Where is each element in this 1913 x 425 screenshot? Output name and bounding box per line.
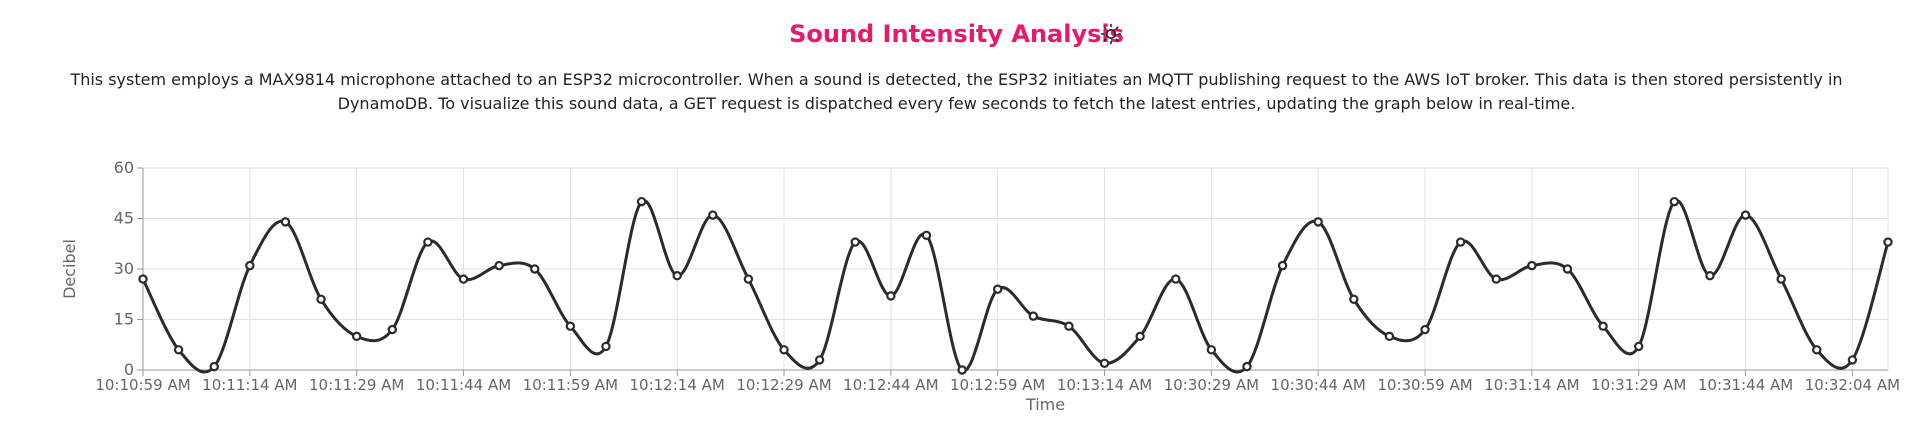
data-point bbox=[1527, 260, 1537, 271]
y-tick-label: 30 bbox=[114, 259, 134, 278]
x-tick-label: 10:12:44 AM bbox=[843, 376, 938, 394]
y-tick-label: 15 bbox=[114, 310, 134, 329]
data-point bbox=[1099, 358, 1110, 368]
data-point bbox=[636, 196, 647, 207]
data-point bbox=[423, 237, 433, 247]
x-tick-label: 10:31:29 AM bbox=[1591, 376, 1686, 394]
data-point bbox=[1171, 274, 1181, 284]
data-point bbox=[1847, 355, 1858, 365]
chart-container: 0 15 30 45 60 10:10:59 AM 10:11:14 AM 10:11:29… bbox=[0, 150, 1913, 420]
data-point bbox=[779, 345, 789, 355]
data-point bbox=[138, 274, 148, 284]
data-point bbox=[387, 324, 397, 335]
header: Sound Intensity Analysis bbox=[0, 14, 1913, 54]
data-point bbox=[1420, 324, 1430, 335]
data-point bbox=[1491, 274, 1501, 284]
data-point bbox=[1313, 217, 1323, 227]
description: This system employs a MAX9814 microphone… bbox=[70, 70, 1843, 113]
data-point bbox=[1028, 311, 1039, 321]
axes bbox=[137, 167, 1888, 376]
x-tick-label: 10:30:44 AM bbox=[1271, 376, 1366, 394]
data-point bbox=[173, 345, 184, 355]
data-point bbox=[1277, 260, 1288, 271]
data-point bbox=[672, 271, 682, 281]
grid bbox=[142, 167, 1889, 371]
data-point bbox=[992, 284, 1003, 294]
data-point bbox=[458, 274, 469, 284]
data-point bbox=[1705, 271, 1715, 281]
data-point bbox=[921, 230, 932, 241]
data-point bbox=[743, 274, 754, 284]
series-line bbox=[141, 199, 1890, 374]
x-axis-label: Time bbox=[1025, 395, 1065, 414]
y-axis-label: Decibel bbox=[60, 239, 79, 299]
sound-intensity-chart: 0 15 30 45 60 10:10:59 AM 10:11:14 AM 10:11:29… bbox=[60, 158, 1900, 414]
data-point bbox=[351, 331, 362, 342]
data-point bbox=[886, 291, 896, 301]
data-point bbox=[316, 294, 326, 304]
data-point bbox=[1562, 264, 1573, 274]
page-title: Sound Intensity Analysis bbox=[0, 14, 1913, 54]
data-point bbox=[1883, 237, 1893, 247]
data-point bbox=[280, 217, 291, 227]
x-tick-label: 10:31:14 AM bbox=[1484, 376, 1579, 394]
x-tick-label: 10:11:29 AM bbox=[309, 376, 404, 394]
x-tick-label: 10:30:29 AM bbox=[1164, 376, 1259, 394]
data-point bbox=[1776, 274, 1786, 284]
x-tick-label: 10:11:59 AM bbox=[523, 376, 618, 394]
y-tick-label: 60 bbox=[114, 158, 134, 177]
data-points bbox=[138, 196, 1893, 375]
data-point bbox=[850, 237, 860, 247]
y-tick-label: 45 bbox=[114, 209, 134, 228]
data-point bbox=[1206, 345, 1217, 355]
x-tick-label: 10:11:14 AM bbox=[202, 376, 297, 394]
x-tick-label: 10:11:44 AM bbox=[416, 376, 511, 394]
data-point bbox=[1634, 341, 1644, 352]
sun-icon bbox=[1100, 23, 1122, 45]
y-tick-label: 0 bbox=[124, 360, 134, 379]
data-point bbox=[957, 365, 967, 375]
x-tick-label: 10:32:04 AM bbox=[1805, 376, 1900, 394]
data-point bbox=[1598, 321, 1608, 331]
x-tick-labels: 10:10:59 AM 10:11:14 AM 10:11:29 AM 10:11:4… bbox=[95, 376, 1900, 394]
data-point bbox=[1242, 361, 1252, 372]
data-point bbox=[1384, 331, 1395, 342]
data-point bbox=[565, 321, 576, 331]
data-point bbox=[245, 260, 255, 271]
data-point bbox=[1455, 237, 1466, 247]
x-tick-label: 10:12:14 AM bbox=[630, 376, 725, 394]
x-tick-label: 10:12:59 AM bbox=[950, 376, 1045, 394]
x-tick-label: 10:30:59 AM bbox=[1377, 376, 1472, 394]
data-point bbox=[1135, 331, 1145, 342]
data-point bbox=[708, 210, 718, 220]
data-point bbox=[1740, 210, 1751, 220]
data-point bbox=[530, 264, 540, 274]
x-tick-label: 10:31:44 AM bbox=[1698, 376, 1793, 394]
page-title-text: Sound Intensity Analysis bbox=[789, 20, 1124, 48]
theme-toggle-button[interactable] bbox=[1099, 22, 1123, 46]
data-point bbox=[1669, 196, 1680, 207]
data-point bbox=[601, 341, 611, 352]
data-point bbox=[209, 361, 219, 372]
data-point bbox=[1349, 294, 1359, 304]
data-point bbox=[494, 260, 504, 271]
data-point bbox=[814, 355, 825, 365]
data-point bbox=[1812, 345, 1822, 355]
x-tick-label: 10:10:59 AM bbox=[95, 376, 190, 394]
data-point bbox=[1064, 321, 1074, 331]
x-tick-label: 10:13:14 AM bbox=[1057, 376, 1152, 394]
y-tick-labels: 0 15 30 45 60 bbox=[114, 158, 134, 379]
x-tick-label: 10:12:29 AM bbox=[736, 376, 831, 394]
